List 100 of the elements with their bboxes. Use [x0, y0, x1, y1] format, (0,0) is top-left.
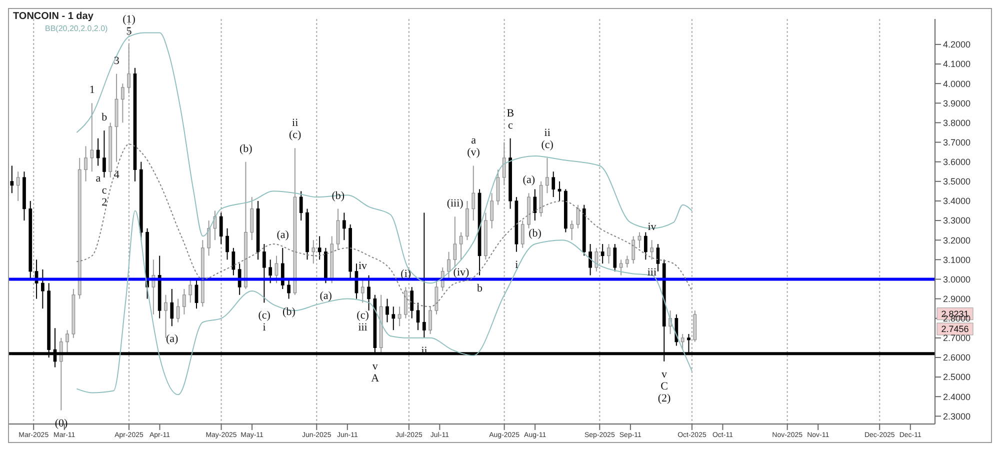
annotation: A — [371, 372, 380, 385]
candlestick — [274, 255, 278, 284]
annotation: (iii) — [446, 198, 464, 210]
candlestick — [318, 236, 322, 260]
candlestick — [520, 220, 524, 248]
annotation: v — [662, 368, 668, 380]
candlestick — [10, 165, 14, 194]
annotation: (b) — [239, 142, 253, 155]
candlestick — [182, 288, 186, 315]
candlestick — [262, 244, 266, 304]
candlestick — [299, 190, 303, 222]
y-tick-label: 2.3000 — [943, 411, 971, 422]
candlestick — [490, 192, 494, 229]
candlestick — [16, 171, 20, 202]
annotation: ii — [544, 126, 550, 139]
annotation: (v) — [467, 146, 480, 159]
annotation: (2) — [658, 392, 672, 404]
candlestick — [422, 212, 426, 338]
candlestick — [638, 232, 642, 248]
candlestick — [207, 220, 210, 256]
candlestick — [342, 212, 346, 241]
annotation: v — [372, 360, 378, 373]
candlestick — [447, 251, 450, 280]
annotation: 5 — [126, 25, 132, 38]
candlestick — [626, 255, 629, 268]
annotation: 3 — [114, 54, 120, 67]
candlestick — [367, 274, 370, 312]
candlestick — [644, 232, 648, 260]
candlestick — [607, 244, 610, 264]
candlestick — [416, 302, 420, 331]
annotation: ii — [292, 117, 298, 130]
candlestick — [398, 306, 402, 327]
candlestick — [90, 102, 94, 172]
y-tick-label: 2.4000 — [943, 392, 971, 402]
annotation: (1) — [122, 13, 136, 26]
candlestick — [546, 157, 549, 194]
y-tick-label: 3.2000 — [943, 235, 971, 246]
y-tick-label: 3.8000 — [943, 118, 971, 128]
candlestick — [164, 294, 168, 338]
candlestick — [219, 212, 223, 244]
annotation: C — [660, 380, 668, 392]
annotation: 1 — [89, 84, 95, 96]
candlestick — [588, 244, 592, 276]
text: BB(20,20,2.0,2.0) — [45, 24, 108, 33]
candlestick — [312, 240, 316, 264]
candlestick — [268, 259, 272, 284]
candlestick — [650, 240, 654, 260]
annotation: c — [102, 184, 107, 196]
y-tick-label: 3.6000 — [943, 157, 971, 168]
annotation: (b) — [282, 306, 296, 318]
y-tick-label: 3.4000 — [943, 196, 971, 206]
y-tick-label: 3.9000 — [943, 98, 971, 108]
candlestick — [360, 278, 364, 304]
candlestick — [280, 247, 284, 290]
candlestick — [127, 44, 131, 94]
annotation: (iv) — [453, 266, 470, 279]
candlestick — [232, 247, 236, 276]
annotation: b — [102, 112, 108, 124]
annotation: b — [476, 282, 483, 294]
candlestick — [250, 196, 254, 241]
annotation: (a) — [276, 228, 290, 241]
annotation: (a) — [522, 174, 536, 186]
annotation: (b) — [528, 228, 542, 240]
y-tick-label: 3.5000 — [943, 176, 971, 187]
annotation: iv — [358, 260, 368, 272]
candlestick — [102, 130, 106, 178]
annotation: (c) — [258, 310, 271, 322]
candlestick — [226, 228, 229, 260]
annotation: (b) — [332, 190, 345, 202]
candlestick — [336, 208, 340, 250]
annotation: c — [508, 119, 514, 132]
annotation: (c) — [356, 310, 370, 322]
y-tick-label: 3.7000 — [943, 137, 971, 148]
candlestick — [66, 330, 69, 354]
chart-title: TONCOIN - 1 day — [13, 11, 94, 22]
candlestick — [392, 306, 396, 331]
candlestick — [570, 220, 574, 241]
y-tick-label: 3.0000 — [943, 274, 971, 284]
annotation: iii — [358, 322, 368, 334]
annotation: (a) — [166, 333, 178, 346]
candlestick — [613, 244, 617, 272]
candlestick — [472, 165, 476, 222]
candlestick — [558, 180, 562, 202]
annotation: i — [515, 258, 518, 271]
annotation: iv — [648, 221, 657, 234]
candlestick — [502, 142, 506, 186]
candlestick — [594, 247, 598, 272]
candlestick — [496, 169, 500, 206]
annotation: 4 — [114, 168, 120, 181]
candlestick — [120, 83, 124, 124]
annotation: a — [96, 172, 101, 185]
candlestick — [84, 146, 88, 182]
y-tick-label: 2.5000 — [943, 372, 971, 382]
candlestick — [410, 286, 414, 319]
y-tick-label: 4.1000 — [943, 59, 971, 70]
candlestick — [170, 288, 174, 327]
candlestick — [619, 259, 623, 276]
candlestick — [287, 278, 290, 300]
candlestick — [674, 314, 678, 346]
y-tick-label: 4.0000 — [943, 78, 971, 89]
